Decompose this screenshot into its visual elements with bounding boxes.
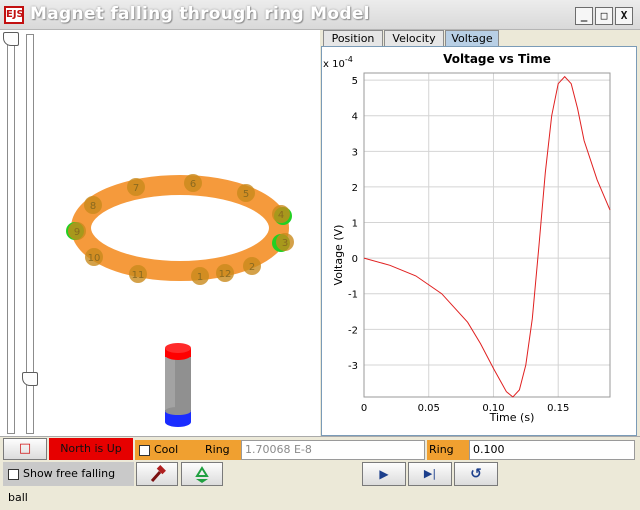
voltage-chart-panel: 0 0.05 0.10 0.15 -3 -2 -1 0 1 2 3 4 5 Voltage vs Tim… <box>321 46 637 436</box>
hammer-button[interactable] <box>136 462 178 486</box>
bar-magnet[interactable] <box>165 343 191 427</box>
maximize-button[interactable]: □ <box>595 7 613 25</box>
play-button[interactable]: ▶ <box>362 462 406 486</box>
ejs-app-icon: EJS <box>4 6 24 24</box>
ring-marker-7 <box>127 178 145 196</box>
voltage-chart: 0 0.05 0.10 0.15 -3 -2 -1 0 1 2 3 4 5 Voltage vs Tim… <box>323 52 611 424</box>
cool-ring-box[interactable] <box>139 444 150 456</box>
title-bar: EJS Magnet falling through ring Model _ … <box>0 0 640 30</box>
show-free-fall-box[interactable] <box>8 468 19 480</box>
ring-marker-11 <box>129 265 147 283</box>
ring-number-7: 7 <box>133 183 139 194</box>
recycle-button[interactable] <box>181 462 223 486</box>
voltage-series-line <box>363 75 611 398</box>
ring-number-8: 8 <box>90 201 96 212</box>
position-slider-thumb[interactable] <box>3 32 19 46</box>
y-tick-label: 4 <box>352 112 358 123</box>
minimize-button[interactable]: _ <box>575 7 593 25</box>
step-button[interactable]: ▶| <box>408 462 452 486</box>
ring-marker-4 <box>272 205 290 223</box>
height-slider-track[interactable] <box>26 34 34 434</box>
simulation-panel: 1 2 3 4 5 6 7 8 9 10 11 12 <box>0 30 320 436</box>
ring-number-12: 12 <box>219 269 232 280</box>
ring-marker-10 <box>85 248 103 266</box>
ring-marker-9 <box>68 222 86 240</box>
ring-marker-6 <box>184 174 202 192</box>
x-tick-label: 0.15 <box>547 403 569 414</box>
ring-number-6: 6 <box>190 179 196 190</box>
ring-number-2: 2 <box>249 262 255 273</box>
reset-button[interactable]: ↺ <box>454 462 498 486</box>
y-tick-label: 3 <box>352 147 358 158</box>
height-slider-thumb[interactable] <box>22 372 38 386</box>
x-axis-label: Time (s) <box>489 411 535 424</box>
magnet-south-bottom <box>165 417 191 427</box>
magnet-mid-edge <box>165 407 191 415</box>
ring-rho-label: Ring ρ= <box>203 440 241 476</box>
chart-title: Voltage vs Time <box>443 52 551 66</box>
y-multiplier-label: x 10-4 <box>323 55 353 70</box>
tab-voltage[interactable]: Voltage <box>445 30 499 46</box>
plot-tabs: Position Velocity Voltage <box>321 30 640 46</box>
y-tick-label: 2 <box>352 183 358 194</box>
ring-number-1: 1 <box>197 272 203 283</box>
close-button[interactable]: X <box>615 7 633 25</box>
x-tick-label: 0.05 <box>418 403 440 414</box>
y-tick-label: 1 <box>352 219 358 230</box>
cool-ring-checkbox[interactable]: Cool ring <box>135 440 203 476</box>
y-tick-label: 0 <box>352 254 358 265</box>
ring-marker-3 <box>276 233 294 251</box>
north-is-up-button[interactable]: North is Up <box>49 438 133 460</box>
hammer-icon <box>150 465 166 482</box>
control-row-1: □ North is Up Cool ring Ring ρ= 1.70068 … <box>0 436 640 476</box>
magnet-north-top <box>165 343 191 353</box>
y-tick-label: -3 <box>348 361 358 372</box>
ring-scene: 1 2 3 4 5 6 7 8 9 10 11 12 <box>66 174 294 427</box>
x-tick-label: 0.10 <box>482 403 504 414</box>
ring-marker-2 <box>243 257 261 275</box>
ring-number-5: 5 <box>243 189 249 200</box>
magnet-highlight <box>165 355 175 415</box>
x-tick-label: 0 <box>361 403 367 414</box>
control-row-2: Show free falling ball ▶ ▶| ↺ <box>0 460 640 504</box>
ring-marker-1 <box>191 267 209 285</box>
ring-phi-field[interactable]: 0.100 <box>469 440 635 460</box>
y-tick-label: -2 <box>348 325 358 336</box>
show-free-fall-checkbox[interactable]: Show free falling ball <box>3 462 134 504</box>
ring-rho-field[interactable]: 1.70068 E-8 <box>241 440 425 460</box>
recycle-icon <box>195 466 209 483</box>
ring-marker-8 <box>84 196 102 214</box>
plot-area <box>363 72 611 398</box>
tab-velocity[interactable]: Velocity <box>384 30 444 46</box>
y-tick-label: 5 <box>352 76 358 87</box>
ring-number-10: 10 <box>88 253 101 264</box>
window-title: Magnet falling through ring Model <box>30 4 370 24</box>
ring-number-11: 11 <box>132 270 145 281</box>
ring-marker-5 <box>237 184 255 202</box>
ring-number-4: 4 <box>278 210 284 221</box>
show-free-fall-label: Show free falling ball <box>8 467 116 504</box>
ring-phi-label: Ring Φ= <box>427 440 469 476</box>
ring-number-3: 3 <box>282 238 288 249</box>
ring-marker-12 <box>216 264 234 282</box>
y-axis-label: Voltage (V) <box>332 225 345 286</box>
ring-number-9: 9 <box>74 227 80 238</box>
stop-button[interactable]: □ <box>3 438 47 460</box>
y-tick-label: -1 <box>348 290 358 301</box>
tab-position[interactable]: Position <box>323 30 383 46</box>
